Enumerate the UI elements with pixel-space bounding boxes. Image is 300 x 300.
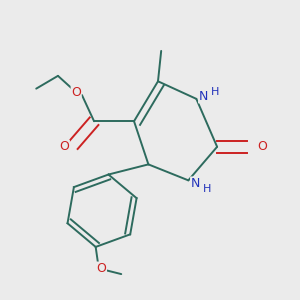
- Text: O: O: [71, 86, 81, 99]
- Text: O: O: [59, 140, 69, 153]
- Text: N: N: [191, 177, 200, 190]
- Text: N: N: [199, 90, 208, 103]
- Text: H: H: [203, 184, 212, 194]
- Text: O: O: [97, 262, 106, 275]
- Text: H: H: [211, 88, 220, 98]
- Text: O: O: [257, 140, 267, 153]
